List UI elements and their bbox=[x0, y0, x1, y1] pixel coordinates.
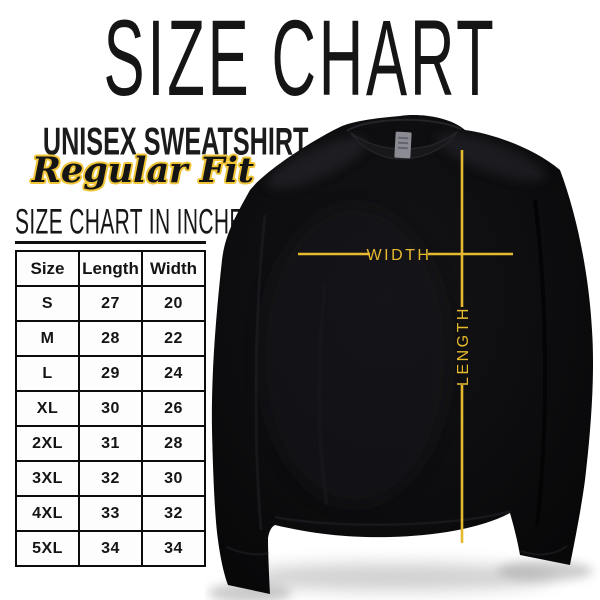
width-label: WIDTH bbox=[367, 247, 432, 264]
table-cell: 33 bbox=[78, 495, 143, 532]
table-cell: 30 bbox=[78, 390, 143, 427]
table-row: 4XL 33 32 bbox=[15, 495, 206, 532]
table-row: XL 30 26 bbox=[15, 390, 206, 427]
table-cell: L bbox=[15, 355, 80, 392]
table-row: M 28 22 bbox=[15, 320, 206, 357]
table-cell: 30 bbox=[141, 460, 206, 497]
page-title: SIZE CHART bbox=[103, 0, 497, 118]
table-header-row: Size Length Width bbox=[15, 250, 206, 287]
table-cell: 24 bbox=[141, 355, 206, 392]
table-cell: 34 bbox=[141, 530, 206, 567]
table-row: S 27 20 bbox=[15, 285, 206, 322]
column-header: Length bbox=[78, 250, 143, 287]
table-row: L 29 24 bbox=[15, 355, 206, 392]
collar-tag bbox=[394, 131, 412, 159]
table-cell: XL bbox=[15, 390, 80, 427]
sweatshirt-diagram: WIDTH LENGTH bbox=[205, 105, 600, 600]
table-cell: 20 bbox=[141, 285, 206, 322]
table-cell: 31 bbox=[78, 425, 143, 462]
table-cell: 32 bbox=[78, 460, 143, 497]
table-cell: 2XL bbox=[15, 425, 80, 462]
table-cell: 34 bbox=[78, 530, 143, 567]
table-row: 2XL 31 28 bbox=[15, 425, 206, 462]
length-label: LENGTH bbox=[455, 306, 472, 386]
sweatshirt-illustration: WIDTH LENGTH bbox=[208, 115, 594, 600]
table-cell: 26 bbox=[141, 390, 206, 427]
table-cell: M bbox=[15, 320, 80, 357]
measurement-lines bbox=[298, 150, 513, 543]
fit-label: Regular Fit bbox=[31, 150, 255, 191]
garment-shadow bbox=[208, 561, 593, 600]
table-cell: 32 bbox=[141, 495, 206, 532]
table-cell: 28 bbox=[78, 320, 143, 357]
column-header: Width bbox=[141, 250, 206, 287]
column-header: Size bbox=[15, 250, 80, 287]
table-heading: SIZE CHART IN INCHES bbox=[15, 202, 259, 242]
table-cell: S bbox=[15, 285, 80, 322]
table-row: 3XL 32 30 bbox=[15, 460, 206, 497]
table-cell: 5XL bbox=[15, 530, 80, 567]
table-row: 5XL 34 34 bbox=[15, 530, 206, 567]
table-cell: 27 bbox=[78, 285, 143, 322]
table-cell: 4XL bbox=[15, 495, 80, 532]
table-cell: 29 bbox=[78, 355, 143, 392]
table-cell: 28 bbox=[141, 425, 206, 462]
collar bbox=[346, 118, 462, 160]
table-cell: 3XL bbox=[15, 460, 80, 497]
table-cell: 22 bbox=[141, 320, 206, 357]
size-table: Size Length Width S 27 20 M 28 22 L 29 24 XL 30 26 2XL 3… bbox=[15, 250, 206, 567]
heading-underline bbox=[15, 241, 206, 244]
fabric-shading bbox=[226, 132, 568, 556]
